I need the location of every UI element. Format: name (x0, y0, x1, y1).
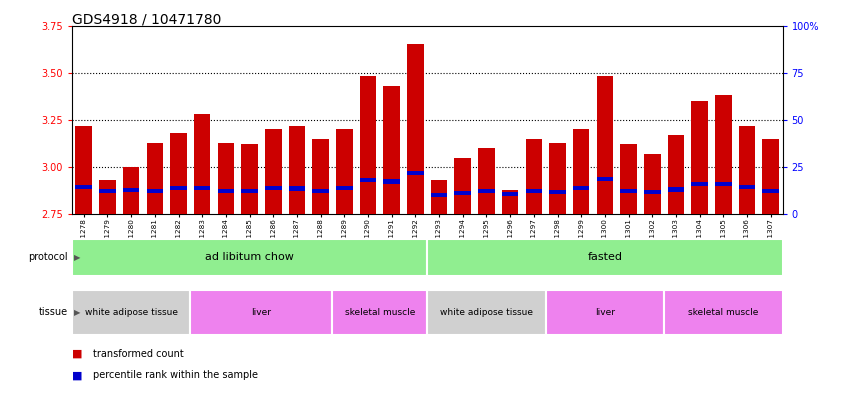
Bar (194, 185, 211, 190)
Bar (72, 290, 190, 335)
Bar (427, 290, 546, 335)
Text: white adipose tissue: white adipose tissue (440, 308, 533, 317)
Bar (478, 148, 495, 214)
Text: ■: ■ (72, 370, 82, 380)
Bar (549, 143, 566, 214)
Bar (72, 239, 427, 276)
Bar (360, 178, 376, 182)
Bar (217, 143, 234, 214)
Bar (407, 171, 424, 175)
Bar (431, 180, 448, 214)
Bar (383, 180, 400, 184)
Bar (75, 125, 92, 214)
Bar (360, 77, 376, 214)
Bar (546, 290, 664, 335)
Bar (502, 190, 519, 214)
Text: protocol: protocol (28, 252, 68, 263)
Bar (664, 290, 783, 335)
Bar (75, 185, 92, 189)
Text: ▶: ▶ (74, 253, 80, 262)
Bar (739, 185, 755, 189)
Bar (431, 193, 448, 197)
Bar (146, 143, 163, 214)
Bar (762, 139, 779, 214)
Bar (644, 154, 661, 214)
Text: tissue: tissue (39, 307, 68, 318)
Bar (170, 133, 187, 214)
Bar (739, 125, 755, 214)
Text: skeletal muscle: skeletal muscle (344, 308, 415, 317)
Bar (715, 182, 732, 186)
Text: white adipose tissue: white adipose tissue (85, 308, 178, 317)
Bar (596, 77, 613, 214)
Bar (573, 129, 590, 214)
Bar (478, 189, 495, 193)
Bar (667, 135, 684, 214)
Bar (715, 95, 732, 214)
Text: ad libitum chow: ad libitum chow (205, 252, 294, 263)
Text: percentile rank within the sample: percentile rank within the sample (93, 370, 258, 380)
Bar (620, 144, 637, 214)
Bar (99, 189, 116, 193)
Bar (549, 190, 566, 194)
Bar (288, 186, 305, 191)
Text: ■: ■ (72, 349, 82, 359)
Bar (170, 186, 187, 191)
Bar (525, 189, 542, 193)
Text: GDS4918 / 10471780: GDS4918 / 10471780 (72, 13, 222, 27)
Bar (217, 189, 234, 193)
Bar (502, 191, 519, 196)
Bar (241, 189, 258, 193)
Text: liver: liver (595, 308, 615, 317)
Bar (190, 290, 332, 335)
Bar (241, 144, 258, 214)
Bar (644, 190, 661, 194)
Bar (667, 187, 684, 191)
Bar (525, 139, 542, 214)
Bar (620, 189, 637, 193)
Text: fasted: fasted (587, 252, 623, 263)
Bar (288, 125, 305, 214)
Bar (454, 158, 471, 214)
Bar (146, 189, 163, 193)
Bar (596, 177, 613, 181)
Bar (332, 290, 427, 335)
Text: skeletal muscle: skeletal muscle (688, 308, 759, 317)
Bar (123, 167, 140, 214)
Bar (265, 129, 282, 214)
Bar (691, 101, 708, 214)
Bar (762, 189, 779, 193)
Bar (336, 186, 353, 191)
Text: liver: liver (251, 308, 272, 317)
Bar (99, 180, 116, 214)
Bar (194, 114, 211, 214)
Bar (123, 188, 140, 192)
Text: transformed count: transformed count (93, 349, 184, 359)
Bar (573, 186, 590, 191)
Bar (265, 186, 282, 190)
Bar (383, 86, 400, 214)
Bar (454, 191, 471, 195)
Bar (691, 182, 708, 186)
Bar (312, 189, 329, 193)
Bar (427, 239, 783, 276)
Bar (407, 44, 424, 214)
Text: ▶: ▶ (74, 308, 80, 317)
Bar (312, 139, 329, 214)
Bar (336, 129, 353, 214)
